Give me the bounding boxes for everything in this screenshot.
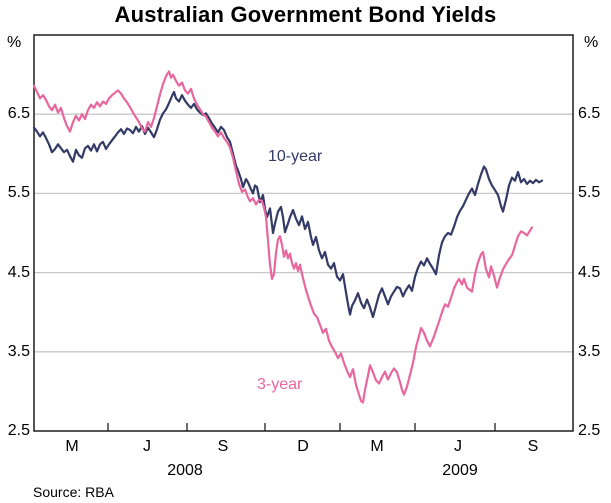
x-axis-year-label: 2008: [167, 462, 203, 479]
x-axis-month-label: M: [65, 438, 79, 455]
series-label-3-year: 3-year: [257, 376, 303, 393]
y-axis-label-left: 3.5: [7, 342, 30, 360]
series-line-3-year: [32, 70, 534, 404]
y-axis-label-right: 6.5: [578, 105, 601, 123]
y-axis-label-right: 3.5: [578, 342, 601, 360]
y-axis-unit-left: %: [7, 34, 22, 51]
x-axis-month-label: J: [143, 438, 151, 455]
source-note: Source: RBA: [33, 484, 114, 500]
x-axis-month-label: D: [297, 438, 309, 455]
y-axis-unit-right: %: [584, 34, 599, 51]
y-axis-label-left: 2.5: [7, 422, 30, 439]
series-label-10-year: 10-year: [268, 148, 323, 165]
y-axis-label-left: 4.5: [7, 263, 30, 281]
plot-border: [33, 34, 574, 432]
series-line-10-year: [32, 90, 544, 319]
x-axis-month-label: M: [370, 438, 384, 455]
y-axis-label-right: 5.5: [578, 184, 601, 202]
y-axis-label-right: 2.5: [578, 422, 601, 439]
x-axis-month-label: S: [527, 438, 539, 455]
y-axis-label-left: 6.5: [7, 105, 30, 123]
y-axis-label-right: 4.5: [578, 263, 601, 281]
chart-title: Australian Government Bond Yields: [114, 2, 497, 27]
y-axis-label-left: 5.5: [7, 184, 30, 202]
x-axis-year-label: 2009: [442, 462, 478, 479]
x-axis-month-label: J: [454, 438, 462, 455]
x-axis-month-label: S: [217, 438, 229, 455]
